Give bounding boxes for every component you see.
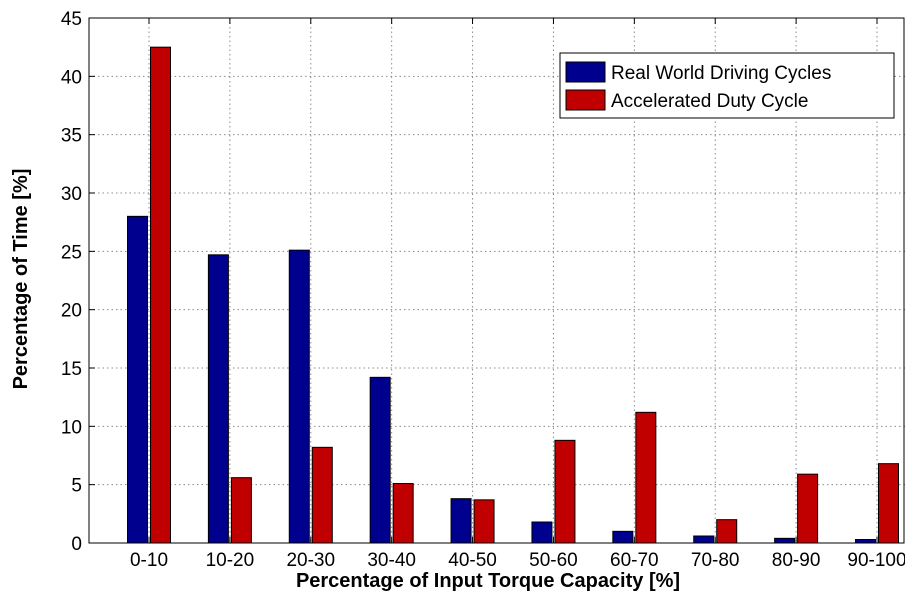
x-tick-label: 20-30 [286, 550, 335, 571]
y-tick-label: 10 [61, 417, 82, 438]
bar-accelerated [311, 446, 333, 544]
x-tick-label: 10-20 [206, 550, 255, 571]
y-tick-label: 0 [71, 534, 82, 555]
y-tick-label: 15 [61, 359, 82, 380]
y-axis-title: Percentage of Time [%] [10, 169, 32, 390]
bar-accelerated [473, 499, 495, 544]
bar-real-world [369, 376, 391, 544]
y-tick-label: 5 [71, 476, 82, 497]
y-tick-label: 25 [61, 242, 82, 263]
bar-real-world [127, 215, 148, 544]
x-tick-label: 90-100 [847, 550, 905, 571]
x-tick-label: 30-40 [367, 550, 416, 571]
bar-accelerated [392, 483, 414, 544]
bar-real-world [531, 521, 553, 544]
axes [88, 17, 905, 544]
bar-real-world [855, 539, 876, 544]
bar-accelerated [797, 473, 819, 544]
x-tick-label: 80-90 [772, 550, 821, 571]
bar-accelerated [635, 411, 657, 544]
x-tick-label: 50-60 [529, 550, 578, 571]
y-tick-label: 40 [61, 67, 82, 88]
y-tick-label: 30 [61, 184, 82, 205]
bar-accelerated [150, 46, 171, 544]
bar-accelerated [554, 439, 576, 544]
tick-labels: 0 5 10 15 20 25 30 35 40 45 0-10 10-20 20-30 30-40 40-… [61, 9, 905, 571]
bar-real-world [288, 249, 310, 544]
x-tick-label: 40-50 [448, 550, 497, 571]
y-tick-label: 20 [61, 301, 82, 322]
plot-frame [88, 17, 905, 544]
bar-real-world [612, 530, 634, 544]
legend-label-real-world: Real World Driving Cycles [611, 63, 831, 84]
bar-real-world [774, 537, 796, 544]
bars [127, 46, 899, 544]
bar-accelerated [716, 519, 738, 544]
bar-real-world [693, 535, 715, 544]
legend-box [559, 52, 895, 119]
bar-real-world [207, 254, 229, 544]
legend-swatch-real-world [565, 61, 606, 83]
bar-accelerated [230, 477, 252, 544]
legend-label-accelerated: Accelerated Duty Cycle [611, 91, 808, 112]
x-tick-label: 70-80 [691, 550, 740, 571]
x-tick-label: 60-70 [610, 550, 659, 571]
y-tick-label: 45 [61, 9, 82, 30]
y-tick-label: 35 [61, 126, 82, 147]
legend: Real World Driving Cycles Accelerated Du… [559, 52, 895, 119]
x-axis-title: Percentage of Input Torque Capacity [%] [296, 570, 680, 592]
bar-accelerated [878, 463, 899, 544]
legend-swatch-accelerated [565, 89, 606, 111]
x-tick-label: 0-10 [130, 550, 168, 571]
bar-real-world [450, 498, 472, 544]
